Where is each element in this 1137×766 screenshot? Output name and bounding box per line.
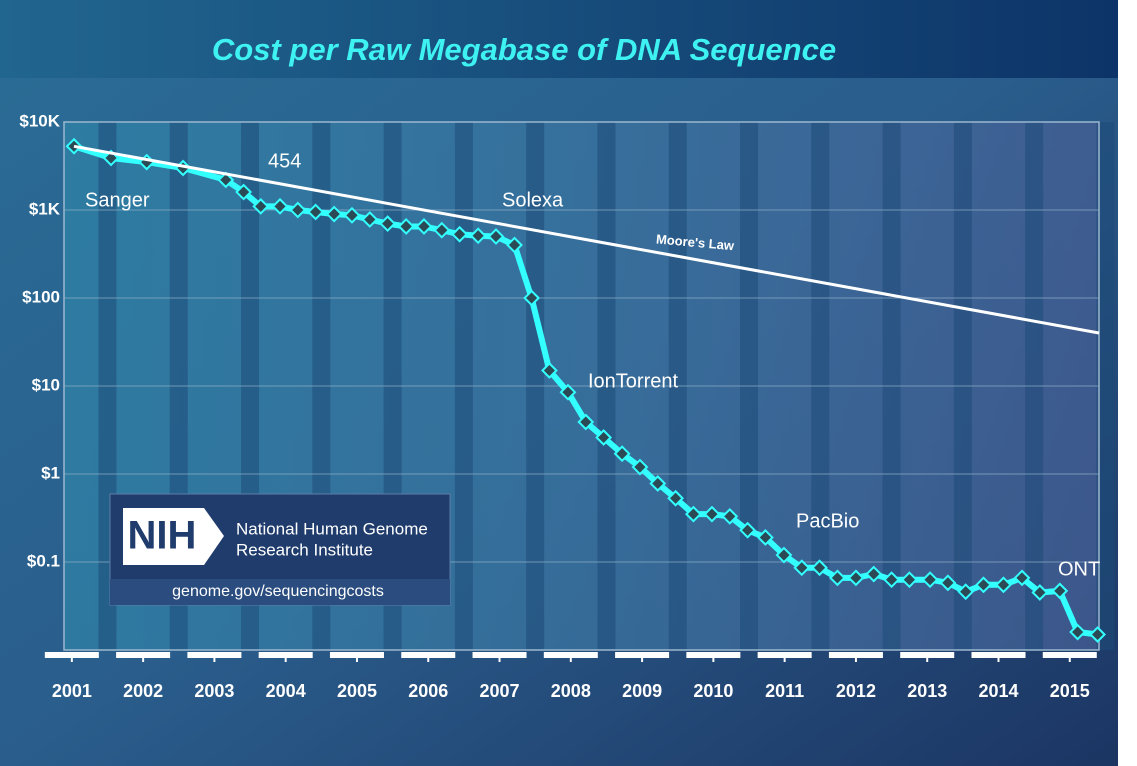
data-point bbox=[684, 505, 702, 523]
x-tick-label: 2013 bbox=[907, 681, 947, 701]
data-point bbox=[217, 171, 235, 189]
data-point bbox=[1013, 569, 1031, 587]
annotation: Sanger bbox=[85, 189, 150, 211]
data-point bbox=[415, 218, 433, 235]
data-point bbox=[957, 583, 975, 601]
data-point bbox=[325, 205, 343, 223]
data-point bbox=[451, 225, 469, 243]
x-tick-label: 2012 bbox=[836, 681, 876, 701]
data-point bbox=[541, 362, 558, 379]
data-point bbox=[900, 571, 918, 589]
y-tick-label: $0.1 bbox=[27, 551, 60, 570]
logo-url: genome.gov/sequencingcosts bbox=[172, 583, 384, 600]
data-point bbox=[235, 183, 253, 201]
y-tick-label: $100 bbox=[22, 287, 60, 306]
y-tick-label: $1K bbox=[29, 199, 61, 218]
data-point bbox=[1089, 626, 1106, 643]
data-point bbox=[703, 505, 721, 523]
data-point bbox=[721, 507, 739, 525]
logo-text: National Human Genome bbox=[236, 519, 428, 538]
data-point bbox=[506, 236, 523, 254]
data-point bbox=[487, 228, 505, 245]
annotation: 454 bbox=[268, 150, 301, 172]
chart-title: Cost per Raw Megabase of DNA Sequence bbox=[212, 32, 836, 67]
data-point bbox=[775, 546, 793, 564]
data-point bbox=[921, 571, 939, 589]
data-point bbox=[523, 289, 541, 307]
data-point bbox=[1031, 584, 1049, 601]
x-tick-label: 2014 bbox=[978, 681, 1018, 701]
data-point bbox=[469, 227, 487, 245]
x-tick-label: 2003 bbox=[194, 681, 234, 701]
data-point bbox=[65, 137, 83, 155]
plot-frame bbox=[63, 121, 1100, 651]
logo-badge bbox=[123, 508, 224, 565]
x-tick-label: 2002 bbox=[123, 681, 163, 701]
data-point bbox=[289, 201, 307, 219]
data-point bbox=[631, 458, 649, 476]
annotation: ONT bbox=[1058, 558, 1100, 580]
data-point bbox=[847, 569, 865, 587]
data-point bbox=[667, 489, 685, 507]
data-point bbox=[252, 197, 270, 215]
data-point bbox=[1051, 582, 1069, 600]
x-tick-label: 2004 bbox=[266, 681, 306, 701]
data-point bbox=[361, 211, 379, 228]
trend-line bbox=[73, 144, 1100, 335]
data-point bbox=[975, 576, 992, 594]
logo: NIH National Human Genome Research Insti… bbox=[109, 493, 451, 606]
data-point bbox=[865, 565, 883, 583]
data-point bbox=[828, 569, 846, 587]
series-label: Moore's Law bbox=[655, 231, 735, 253]
annotation: Solexa bbox=[502, 189, 564, 211]
x-tick-label: 2010 bbox=[693, 681, 733, 701]
logo-mark: NIH bbox=[128, 514, 197, 558]
data-point bbox=[271, 197, 289, 215]
data-point bbox=[307, 203, 325, 221]
data-point bbox=[649, 475, 667, 492]
x-tick-label: 2007 bbox=[480, 681, 520, 701]
data-point bbox=[756, 529, 774, 546]
data-point bbox=[577, 413, 595, 431]
annotation: IonTorrent bbox=[588, 370, 678, 392]
data-point bbox=[939, 574, 957, 592]
data-point bbox=[613, 445, 631, 463]
data-point bbox=[559, 383, 577, 401]
data-point bbox=[1069, 623, 1087, 641]
x-tick-label: 2011 bbox=[765, 681, 804, 701]
y-tick-label: $1 bbox=[41, 463, 60, 482]
data-point bbox=[433, 221, 451, 239]
data-point bbox=[995, 576, 1012, 594]
data-point bbox=[343, 206, 361, 224]
y-tick-label: $10 bbox=[32, 375, 60, 394]
x-tick-label: 2006 bbox=[408, 681, 448, 701]
data-point bbox=[811, 559, 828, 577]
x-tick-label: 2015 bbox=[1050, 681, 1090, 701]
year-stripe bbox=[1096, 122, 1115, 650]
logo-strip bbox=[110, 579, 450, 605]
data-point bbox=[379, 215, 397, 233]
data-point bbox=[595, 429, 613, 446]
data-point bbox=[739, 521, 756, 539]
annotation: PacBio bbox=[796, 510, 859, 532]
x-tick-label: 2009 bbox=[622, 681, 662, 701]
x-tick-label: 2008 bbox=[551, 681, 591, 701]
x-tick-label: 2005 bbox=[337, 681, 377, 701]
data-point bbox=[883, 571, 900, 589]
title-band bbox=[0, 0, 1118, 78]
data-point bbox=[397, 218, 415, 235]
x-tick-label: 2001 bbox=[52, 681, 92, 701]
y-tick-label: $10K bbox=[19, 111, 60, 130]
logo-text: Research Institute bbox=[236, 540, 373, 559]
data-point bbox=[793, 559, 811, 577]
